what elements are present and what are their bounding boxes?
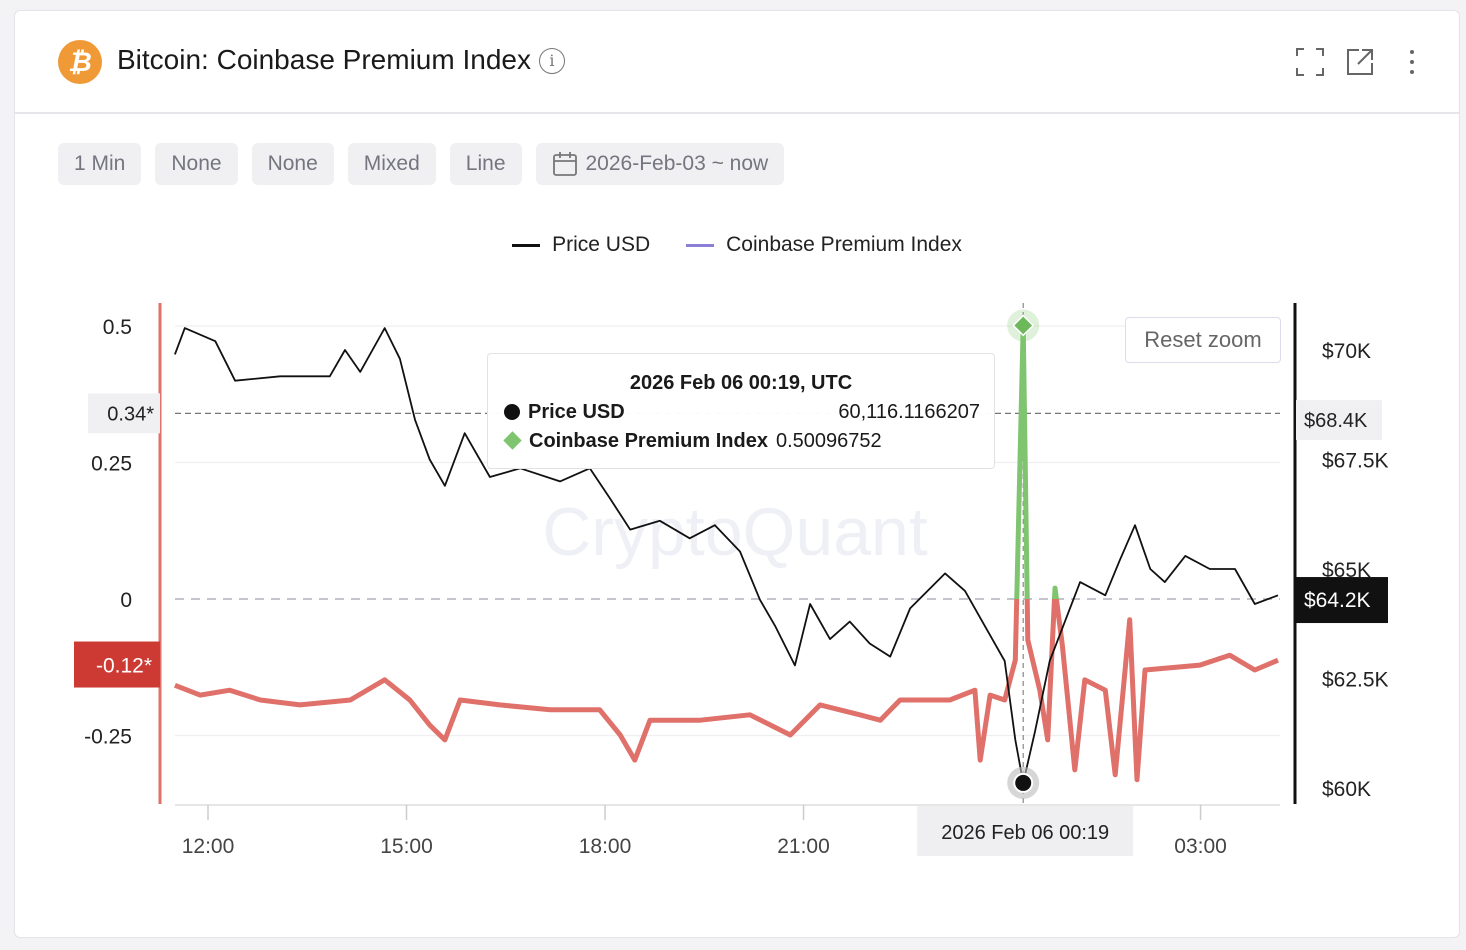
price-dot-icon: [504, 404, 520, 420]
legend-swatch-premium: [686, 243, 715, 247]
premium-diamond-icon: [503, 431, 522, 450]
fullscreen-icon[interactable]: [1295, 47, 1325, 77]
chart-toolbar: 1 Min None None Mixed Line 2026-Feb-03 ~…: [58, 143, 785, 185]
left-axis-tick-label: 0: [120, 589, 132, 612]
right-axis-tick-label: $67.5K: [1322, 450, 1389, 473]
option-select-2[interactable]: None: [251, 143, 334, 185]
chart-legend: Price USD Coinbase Premium Index: [15, 233, 1459, 257]
scale-select[interactable]: Mixed: [347, 143, 436, 185]
date-range-picker[interactable]: 2026-Feb-03 ~ now: [535, 143, 785, 185]
legend-label-price: Price USD: [552, 233, 651, 256]
tooltip-series-name: Coinbase Premium Index: [529, 430, 768, 452]
chart-title: Bitcoin: Coinbase Premium Index i: [117, 44, 565, 76]
x-axis-tick-label: 15:00: [380, 835, 433, 858]
legend-swatch-price: [512, 243, 541, 247]
tooltip-row-premium: Coinbase Premium Index 0.50096752: [503, 430, 980, 453]
right-axis-current-marker-label: $64.2K: [1304, 589, 1371, 612]
right-axis-marker-label: $68.4K: [1304, 410, 1368, 432]
premium-hover-point: [1012, 314, 1035, 337]
tooltip: 2026 Feb 06 00:19, UTC Price USD 60,116.…: [487, 353, 995, 469]
reset-zoom-button[interactable]: Reset zoom: [1125, 317, 1281, 363]
more-vertical-icon[interactable]: [1397, 47, 1427, 77]
tooltip-row-price: Price USD 60,116.1166207: [504, 401, 980, 424]
price-line: [174, 327, 1279, 784]
left-axis-tick-label: 0.25: [91, 453, 132, 476]
tooltip-series-value: 0.50096752: [775, 430, 882, 452]
left-axis-marker-label: 0.34*: [107, 403, 154, 425]
watermark: CryptoQuant: [542, 494, 928, 570]
tooltip-series-name: Price USD: [528, 401, 625, 423]
option-select-1[interactable]: None: [155, 143, 238, 185]
info-icon[interactable]: i: [538, 48, 565, 74]
right-axis-tick-label: $65K: [1322, 559, 1371, 582]
x-axis-tick-label: 18:00: [579, 835, 632, 858]
crosshair-x-label-bg: [917, 806, 1134, 856]
left-axis-tick-label: -0.25: [84, 726, 132, 749]
calendar-icon: [552, 152, 577, 176]
right-axis-tick-label: $62.5K: [1322, 669, 1389, 692]
card-header: ₿ Bitcoin: Coinbase Premium Index i: [15, 11, 1459, 114]
right-axis-marker-bg: [1296, 400, 1382, 441]
x-axis-tick-label: 21:00: [777, 835, 830, 858]
tooltip-series-value: 60,116.1166207: [838, 401, 980, 423]
left-axis-current-marker-label: -0.12*: [96, 655, 152, 678]
date-range-text: 2026-Feb-03 ~ now: [585, 152, 769, 175]
tooltip-title: 2026 Feb 06 00:19, UTC: [629, 372, 853, 394]
premium-line-negative: [173, 599, 1279, 783]
chart-title-text: Bitcoin: Coinbase Premium Index: [117, 44, 531, 75]
x-axis-tick-label: 03:00: [1174, 835, 1227, 858]
x-axis-tick-label: 12:00: [182, 835, 235, 858]
left-axis-current-marker-bg: [74, 641, 160, 688]
chart-type-select[interactable]: Line: [449, 143, 522, 185]
right-axis-tick-label: $60K: [1322, 778, 1371, 801]
price-hover-point: [1013, 772, 1034, 793]
legend-label-premium: Coinbase Premium Index: [726, 233, 962, 256]
chart-card: ₿ Bitcoin: Coinbase Premium Index i 1 Min…: [14, 10, 1460, 938]
crosshair-x-label: 2026 Feb 06 00:19: [941, 822, 1109, 844]
interval-select[interactable]: 1 Min: [58, 143, 142, 185]
right-axis-tick-label: $70K: [1322, 340, 1371, 363]
legend-item-premium[interactable]: Coinbase Premium Index: [686, 233, 962, 257]
left-axis-tick-label: 0.5: [103, 316, 132, 339]
external-link-icon[interactable]: [1345, 47, 1375, 77]
left-axis-marker-bg: [88, 393, 160, 434]
right-axis-current-marker-bg: [1296, 577, 1388, 624]
legend-item-price[interactable]: Price USD: [512, 233, 650, 257]
bitcoin-logo-icon: ₿: [58, 40, 102, 84]
